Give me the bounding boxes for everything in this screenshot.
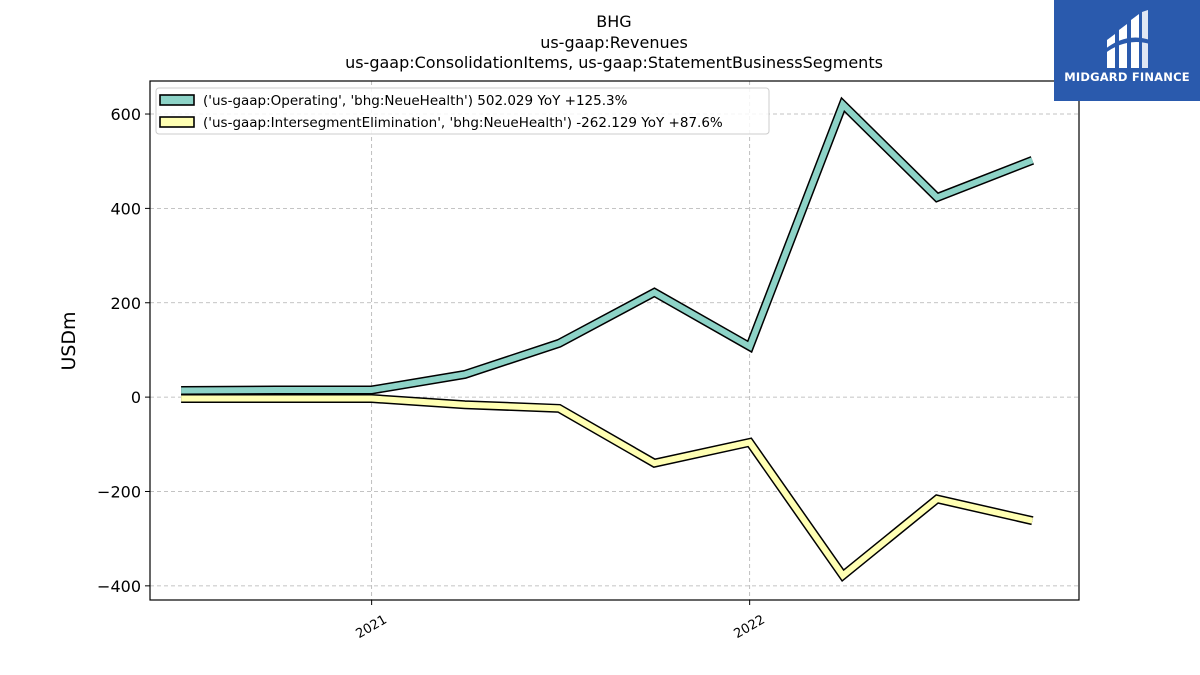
- title-line-2: us-gaap:Revenues: [540, 33, 688, 52]
- x-tick-label: 2021: [353, 612, 389, 642]
- series-outline: [181, 394, 1034, 583]
- series-layer: [181, 96, 1035, 583]
- midgard-finance-logo: MIDGARD FINANCE: [1054, 0, 1200, 101]
- title-line-1: BHG: [596, 12, 631, 31]
- logo-text: MIDGARD FINANCE: [1064, 70, 1190, 84]
- legend-label: ('us-gaap:Operating', 'bhg:NeueHealth') …: [203, 93, 628, 109]
- grid: [150, 81, 1079, 600]
- chart-title: BHG us-gaap:Revenues us-gaap:Consolidati…: [345, 12, 883, 72]
- y-tick-label: −200: [97, 482, 141, 501]
- series-line-1: [181, 96, 1035, 395]
- axis-ticks: −400 −200 0 200 400 600 2021 2022: [97, 105, 768, 642]
- legend-swatch: [159, 94, 195, 106]
- y-tick-label: −400: [97, 577, 141, 596]
- title-line-3: us-gaap:ConsolidationItems, us-gaap:Stat…: [345, 53, 883, 72]
- x-tick-label: 2022: [731, 612, 767, 642]
- series-outline: [181, 96, 1035, 395]
- plot-frame: [149, 80, 1080, 601]
- y-tick-label: 600: [110, 105, 141, 124]
- series-stroke: [181, 99, 1034, 394]
- series-stroke: [181, 395, 1034, 580]
- series-line-2: [181, 394, 1034, 583]
- legend: ('us-gaap:Operating', 'bhg:NeueHealth') …: [155, 87, 770, 135]
- y-tick-label: 0: [131, 388, 141, 407]
- y-tick-label: 400: [110, 199, 141, 218]
- y-axis-label: USDm: [58, 311, 80, 370]
- y-tick-label: 200: [110, 294, 141, 313]
- logo-mark-icon: [1104, 10, 1150, 68]
- legend-box: [155, 87, 770, 135]
- legend-label: ('us-gaap:IntersegmentElimination', 'bhg…: [203, 115, 723, 131]
- legend-swatch: [159, 116, 195, 128]
